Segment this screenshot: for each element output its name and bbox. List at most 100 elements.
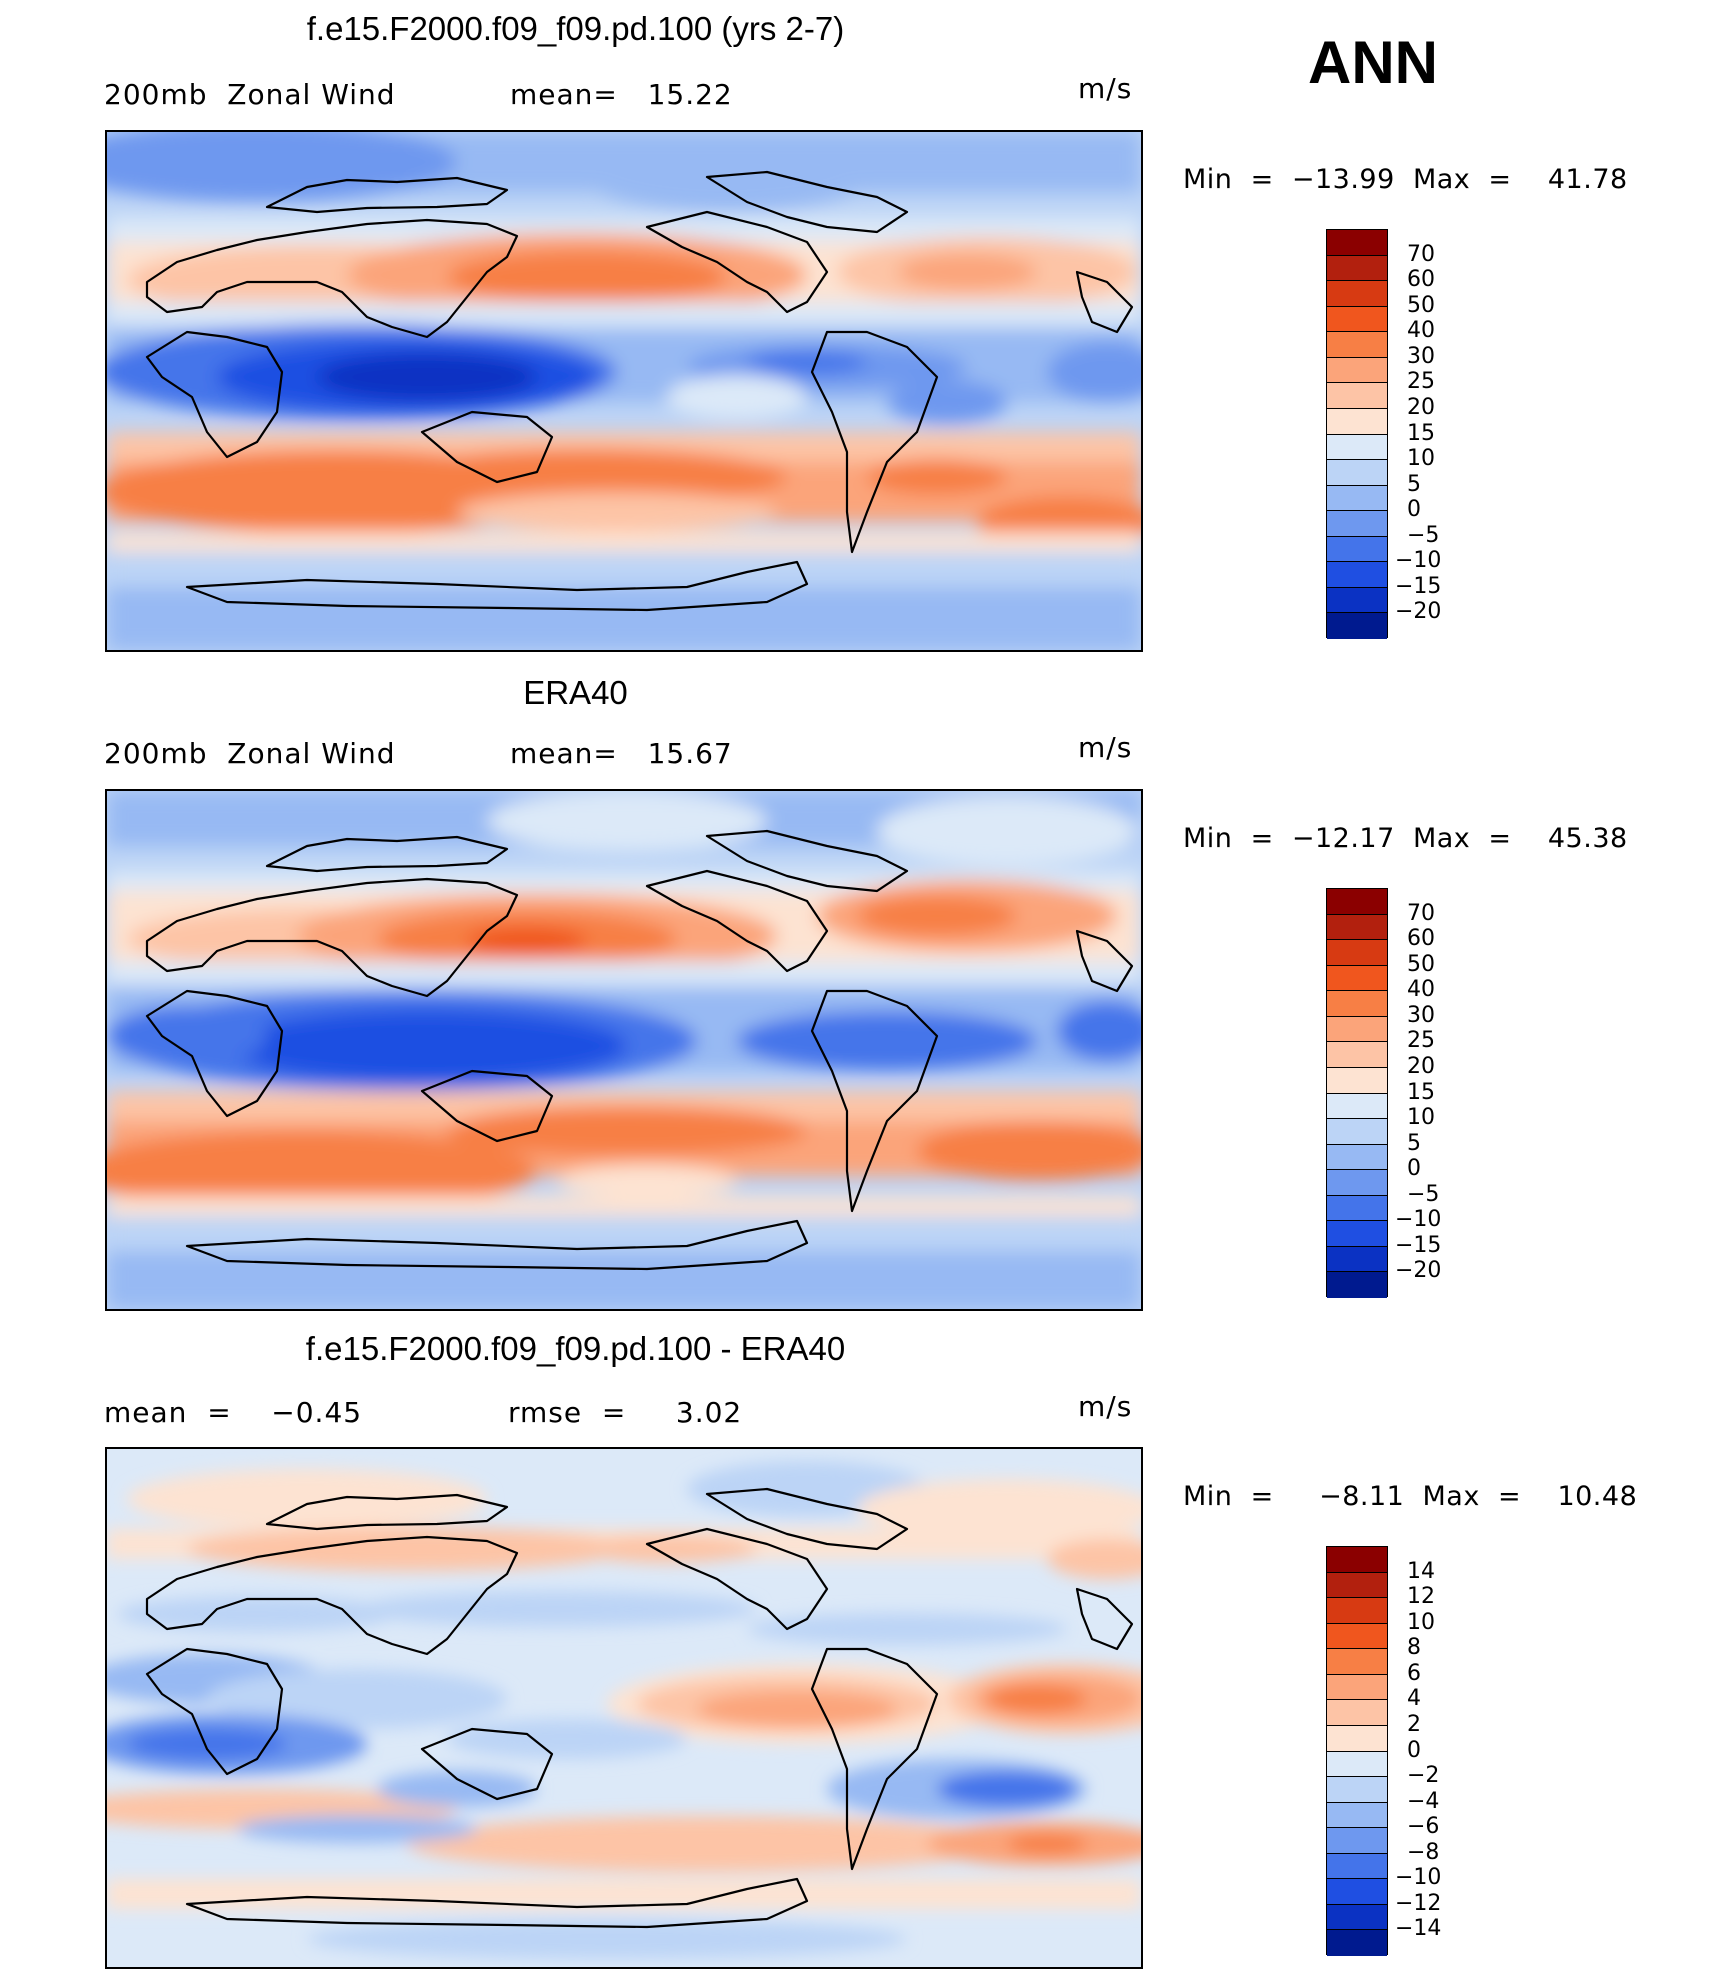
colorbar-swatch [1327,991,1387,1017]
colorbar-tick-label: −10 [1395,1865,1442,1891]
colorbar-tick-label: −5 [1407,522,1440,548]
colorbar-swatch [1327,460,1387,486]
colorbar-tick-label: 20 [1407,1053,1435,1079]
colorbar-tick-label: 2 [1407,1711,1421,1737]
colorbar-era40 [1326,888,1388,1298]
season-label: ANN [1308,29,1438,96]
colorbar-swatch [1327,1802,1387,1829]
colorbar-swatch [1327,255,1387,282]
colorbar-tick-label: −8 [1407,1839,1440,1865]
colorbar-tick-label: −15 [1395,573,1442,599]
colorbar-tick-label: −4 [1407,1788,1440,1814]
colorbar-swatch [1327,230,1387,256]
colorbar-tick-label: 4 [1407,1686,1421,1712]
panel-2-title: ERA40 [523,674,628,711]
colorbar-tick-label: 5 [1407,1130,1421,1156]
colorbar-swatch [1327,1195,1387,1222]
colorbar-swatch [1327,408,1387,435]
colorbar-tick-label: 60 [1407,926,1435,952]
colorbar-swatch [1327,1598,1387,1624]
colorbar-tick-label: 5 [1407,471,1421,497]
colorbar-tick-label: 40 [1407,977,1435,1003]
colorbar-swatch [1327,613,1387,639]
colorbar-swatch [1327,1272,1387,1298]
colorbar-swatch [1327,1828,1387,1854]
panel-3-mean-label: mean = −0.45 [104,1396,363,1429]
colorbar-tick-label: 20 [1407,394,1435,420]
colorbar-tick-label: 12 [1407,1584,1435,1610]
panel-1-units: m/s [1078,72,1133,105]
map-difference-contours [107,1449,1141,1967]
colorbar-swatch [1327,434,1387,461]
colorbar-swatch [1327,1016,1387,1043]
panel-2-mean-label: mean= 15.67 [510,737,733,770]
colorbar-swatch [1327,965,1387,992]
colorbar-swatch [1327,1119,1387,1145]
colorbar-swatch [1327,357,1387,384]
colorbar-swatch [1327,1700,1387,1726]
colorbar-swatch [1327,1930,1387,1956]
colorbar-tick-label: −5 [1407,1181,1440,1207]
colorbar-tick-label: 8 [1407,1635,1421,1661]
colorbar-swatch [1327,1093,1387,1120]
colorbar-swatch [1327,536,1387,563]
colorbar-tick-label: 15 [1407,420,1435,446]
colorbar-swatch [1327,914,1387,941]
colorbar-swatch [1327,1725,1387,1752]
map-model-contours [107,132,1141,650]
colorbar-swatch [1327,332,1387,358]
colorbar-swatch [1327,1623,1387,1650]
colorbar-tick-label: −2 [1407,1763,1440,1789]
map-era40-contours [107,791,1141,1309]
panel-2-field-label: 200mb Zonal Wind [104,737,396,770]
colorbar-tick-label: −15 [1395,1232,1442,1258]
colorbar-tick-label: 15 [1407,1079,1435,1105]
panel-3-rmse-label: rmse = 3.02 [508,1396,743,1429]
colorbar-swatch [1327,587,1387,614]
colorbar-swatch [1327,1853,1387,1880]
colorbar-swatch [1327,562,1387,588]
colorbar-difference [1326,1546,1388,1956]
colorbar-tick-label: −12 [1395,1890,1442,1916]
colorbar-tick-label: −14 [1395,1916,1442,1942]
panel-1-field-label: 200mb Zonal Wind [104,78,396,111]
colorbar-tick-label: 0 [1407,1737,1421,1763]
colorbar-swatch [1327,1879,1387,1905]
map-panel-era40 [105,789,1143,1311]
map-panel-difference [105,1447,1143,1969]
coastlines-era40 [145,829,1134,1271]
colorbar-tick-label: 70 [1407,241,1435,267]
colorbar-tick-label: 6 [1407,1660,1421,1686]
colorbar-tick-label: 40 [1407,318,1435,344]
colorbar-tick-label: 25 [1407,1028,1435,1054]
colorbar-swatch [1327,1751,1387,1778]
panel-2-units: m/s [1078,731,1133,764]
colorbar-tick-label: 50 [1407,951,1435,977]
panel-1-mean-label: mean= 15.22 [510,78,733,111]
colorbar-tick-label: 30 [1407,343,1435,369]
colorbar-tick-label: 10 [1407,446,1435,472]
colorbar-tick-label: 0 [1407,497,1421,523]
panel-1-title: f.e15.F2000.f09_f09.pd.100 (yrs 2-7) [306,10,845,47]
panel-3-min-max: Min = −8.11 Max = 10.48 [1183,1481,1638,1512]
colorbar-tick-label: −20 [1395,599,1442,625]
panel-2-min-max: Min = −12.17 Max = 45.38 [1183,823,1628,854]
colorbar-tick-label: −10 [1395,1207,1442,1233]
colorbar-swatch [1327,383,1387,409]
colorbar-model [1326,229,1388,639]
colorbar-swatch [1327,1221,1387,1247]
panel-3-units: m/s [1078,1390,1133,1423]
panel-3-title: f.e15.F2000.f09_f09.pd.100 - ERA40 [305,1330,846,1367]
colorbar-swatch [1327,1572,1387,1599]
colorbar-swatch [1327,1674,1387,1701]
colorbar-swatch [1327,1067,1387,1094]
panel-1-min-max: Min = −13.99 Max = 41.78 [1183,164,1628,195]
colorbar-tick-label: 60 [1407,267,1435,293]
colorbar-tick-label: −10 [1395,548,1442,574]
colorbar-swatch [1327,1777,1387,1803]
colorbar-swatch [1327,889,1387,915]
colorbar-swatch [1327,1547,1387,1573]
colorbar-tick-label: 30 [1407,1002,1435,1028]
colorbar-tick-label: 10 [1407,1105,1435,1131]
colorbar-swatch [1327,1170,1387,1196]
